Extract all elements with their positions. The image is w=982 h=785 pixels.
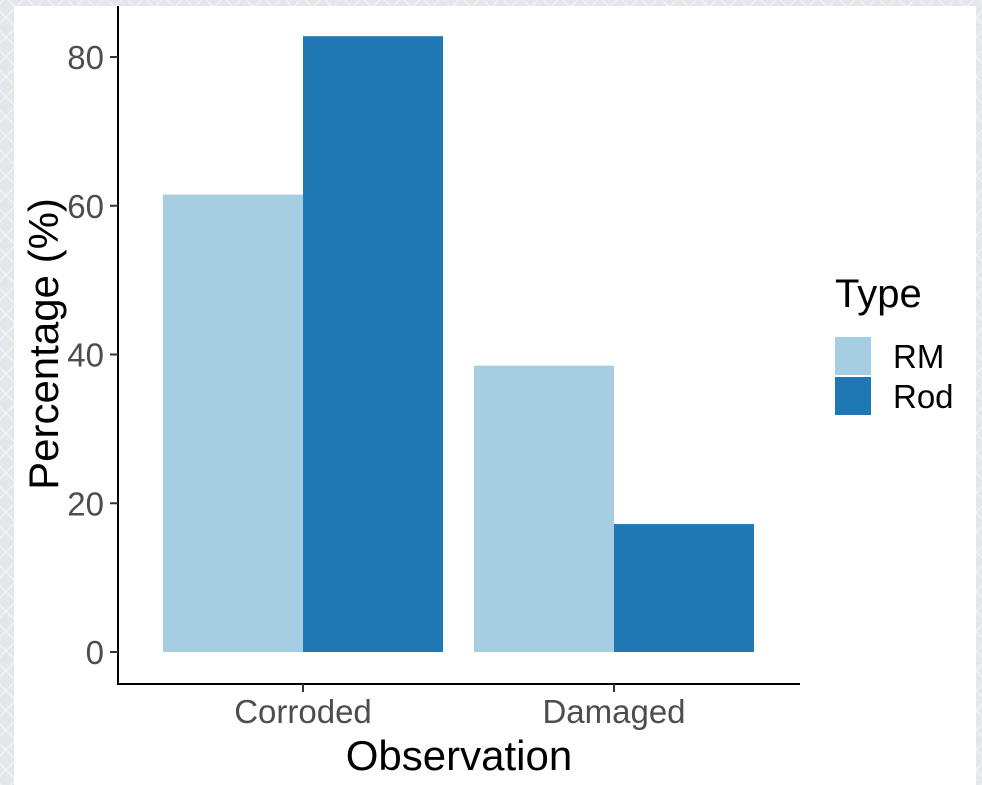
legend-key-rm <box>835 337 871 375</box>
bar-rod-corroded <box>303 36 443 653</box>
bars-group <box>163 36 754 653</box>
bar-rm-damaged <box>474 365 614 652</box>
x-axis-title: Observation <box>346 732 572 779</box>
y-tick-label: 0 <box>86 634 104 671</box>
y-axis-title: Percentage (%) <box>20 198 67 490</box>
y-tick-label: 40 <box>67 337 104 374</box>
x-tick-label: Corroded <box>234 693 372 730</box>
x-tick-label: Damaged <box>542 693 685 730</box>
bar-rod-damaged <box>614 524 754 652</box>
y-tick-label: 60 <box>67 188 104 225</box>
y-tick-label: 20 <box>67 485 104 522</box>
legend-label-rod: Rod <box>893 378 954 415</box>
axes-group <box>117 6 800 685</box>
x-ticks-group: Corroded Damaged <box>234 684 686 730</box>
legend-title: Type <box>835 272 922 316</box>
y-ticks-group: 0 20 40 60 80 <box>67 39 118 671</box>
y-tick-label: 80 <box>67 39 104 76</box>
legend-key-rod <box>835 377 871 415</box>
legend-label-rm: RM <box>893 338 944 375</box>
bar-rm-corroded <box>163 194 303 652</box>
